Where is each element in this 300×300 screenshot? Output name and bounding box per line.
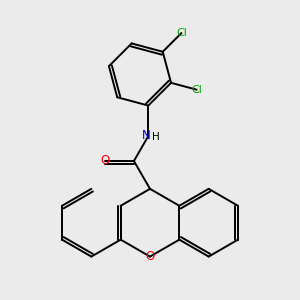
Text: N: N xyxy=(142,128,150,142)
Text: Cl: Cl xyxy=(191,85,202,95)
Text: H: H xyxy=(152,132,160,142)
Text: O: O xyxy=(100,154,110,167)
Text: O: O xyxy=(146,250,154,263)
Text: Cl: Cl xyxy=(176,28,187,38)
